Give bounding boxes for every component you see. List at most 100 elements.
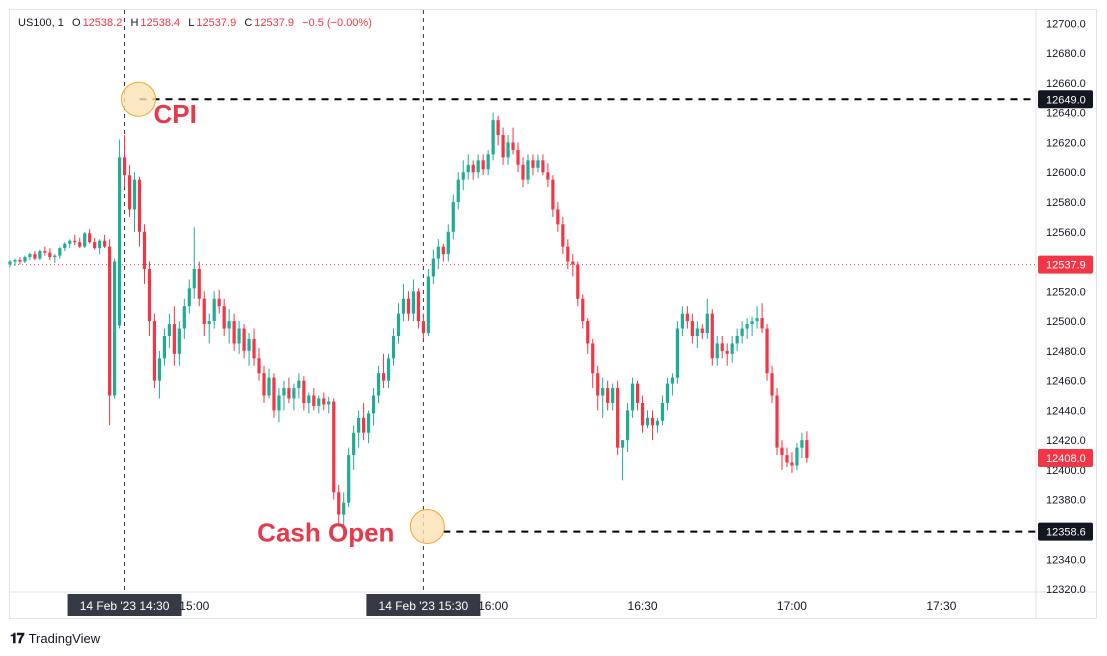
candle-body bbox=[167, 324, 171, 336]
candle-body bbox=[297, 380, 301, 389]
candle-body bbox=[182, 306, 186, 329]
candle bbox=[73, 234, 77, 246]
x-tick-label: 17:30 bbox=[926, 599, 956, 613]
candle-body bbox=[680, 313, 684, 329]
candle bbox=[93, 237, 97, 250]
candle bbox=[596, 365, 600, 411]
candle-body bbox=[396, 313, 401, 336]
candle bbox=[406, 291, 411, 322]
candle-body bbox=[307, 395, 311, 403]
candle-body bbox=[561, 224, 565, 247]
candle-body bbox=[665, 383, 670, 403]
candle bbox=[108, 239, 112, 426]
candle bbox=[48, 248, 52, 261]
price-label-box bbox=[1038, 255, 1093, 274]
candle-body bbox=[342, 502, 346, 515]
candle-body bbox=[431, 258, 435, 277]
candle bbox=[227, 309, 231, 344]
candle-body bbox=[83, 233, 87, 247]
candle bbox=[217, 289, 221, 314]
price-label-box bbox=[1038, 90, 1093, 109]
y-tick-label: 12500.0 bbox=[1046, 316, 1086, 328]
candle bbox=[287, 377, 291, 403]
candle bbox=[237, 321, 241, 354]
candle-body bbox=[292, 388, 296, 399]
price-label-text: 12537.9 bbox=[1046, 260, 1086, 272]
candle bbox=[122, 135, 127, 188]
candle bbox=[680, 306, 684, 336]
candle bbox=[362, 402, 366, 441]
candle-body bbox=[252, 338, 256, 359]
candle-body bbox=[257, 358, 261, 374]
candle bbox=[53, 254, 57, 264]
candle bbox=[267, 368, 271, 399]
candle-body bbox=[172, 324, 176, 354]
candle-body bbox=[227, 321, 231, 329]
candle bbox=[187, 279, 191, 314]
ohlc-legend: US100, 1 O 12538.2 H 12538.4 L 12537.9 C 125… bbox=[18, 17, 374, 29]
candle-body bbox=[88, 233, 92, 243]
candle bbox=[675, 321, 679, 384]
candle-body bbox=[327, 401, 331, 405]
candle bbox=[332, 398, 336, 500]
candle bbox=[127, 164, 132, 217]
x-tick-label: 16:00 bbox=[478, 599, 508, 613]
candle-body bbox=[640, 402, 645, 426]
candle-body bbox=[596, 373, 600, 396]
candle-body bbox=[117, 157, 122, 326]
tradingview-brand-text: TradingView bbox=[28, 631, 101, 646]
y-tick-label: 12480.0 bbox=[1046, 346, 1086, 358]
candle-body bbox=[720, 343, 724, 351]
candle bbox=[98, 239, 102, 255]
candle-body bbox=[18, 260, 22, 262]
candle-body bbox=[157, 358, 162, 381]
candle-body bbox=[606, 388, 610, 403]
candle bbox=[272, 373, 276, 418]
candle bbox=[650, 410, 655, 441]
candle bbox=[735, 328, 739, 351]
y-tick-label: 12400.0 bbox=[1046, 465, 1086, 477]
candle-body bbox=[685, 313, 689, 322]
candle bbox=[83, 231, 87, 249]
candle-body bbox=[38, 251, 42, 259]
candle-body bbox=[506, 142, 510, 158]
candle-body bbox=[536, 160, 540, 168]
candle bbox=[506, 135, 510, 165]
time-label-box bbox=[366, 594, 481, 616]
candle-body bbox=[516, 149, 520, 165]
candle bbox=[262, 365, 266, 403]
candle bbox=[157, 350, 162, 399]
candle-body bbox=[426, 276, 430, 334]
candle-body bbox=[411, 291, 416, 314]
candle bbox=[43, 246, 47, 256]
candle-body bbox=[785, 455, 789, 463]
candle-body bbox=[347, 455, 351, 503]
candle-body bbox=[103, 240, 107, 247]
y-tick-label: 12600.0 bbox=[1046, 167, 1086, 179]
candle-body bbox=[740, 328, 744, 336]
candle-body bbox=[456, 179, 460, 203]
candle-body bbox=[312, 395, 316, 406]
x-tick-label: 16:30 bbox=[628, 599, 658, 613]
candle bbox=[307, 392, 311, 414]
candle bbox=[347, 447, 351, 508]
candle bbox=[8, 260, 12, 268]
candle bbox=[446, 224, 450, 262]
candle bbox=[222, 298, 226, 336]
candle bbox=[242, 324, 246, 359]
candles-group bbox=[8, 112, 809, 533]
candle-body bbox=[177, 328, 181, 354]
candle bbox=[13, 258, 17, 267]
candle bbox=[257, 347, 261, 381]
candle bbox=[411, 279, 416, 322]
candle-body bbox=[8, 261, 12, 265]
candle bbox=[112, 258, 117, 399]
candle-body bbox=[765, 328, 769, 374]
candle bbox=[521, 157, 525, 188]
candle bbox=[586, 318, 590, 354]
candle bbox=[695, 321, 699, 348]
candle-body bbox=[541, 160, 545, 173]
candle bbox=[591, 338, 595, 389]
tradingview-logo[interactable]: 𝟏𝟕 TradingView bbox=[10, 630, 100, 647]
